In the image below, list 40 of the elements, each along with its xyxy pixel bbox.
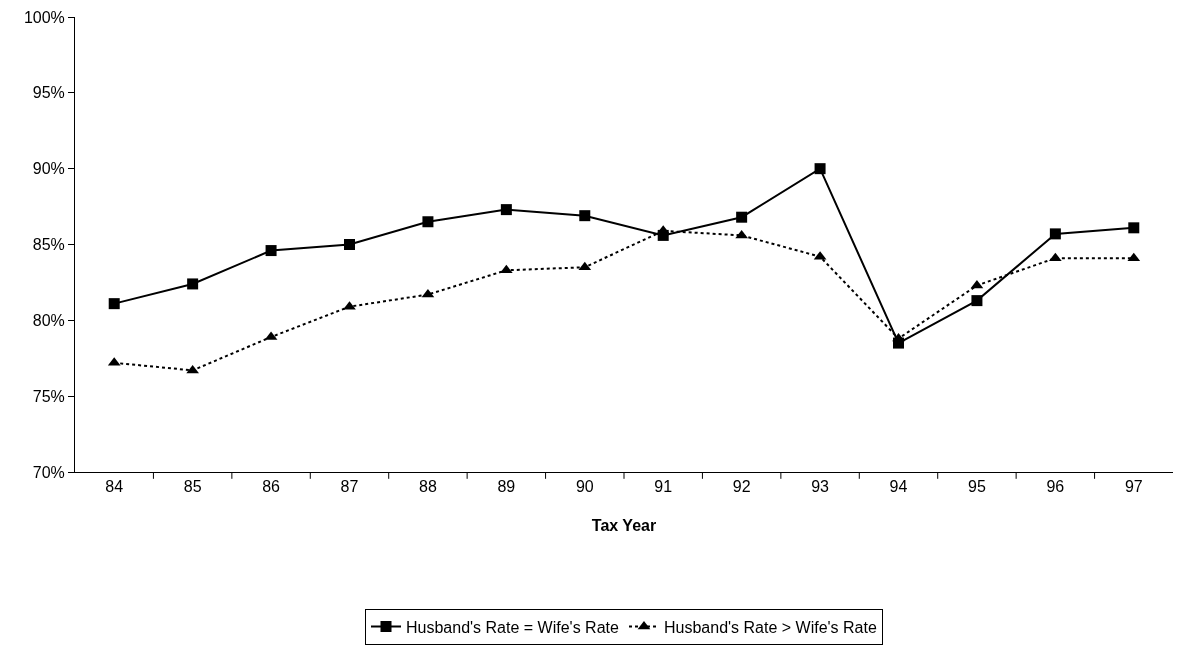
y-tick-label: 85% xyxy=(32,236,65,254)
y-tick-label: 90% xyxy=(32,160,65,178)
point xyxy=(186,364,199,374)
x-tick-label: 86 xyxy=(262,478,281,496)
point xyxy=(735,229,748,239)
y-tick-label: 75% xyxy=(32,387,65,405)
point xyxy=(579,210,591,222)
x-tick-label: 92 xyxy=(732,478,751,496)
point xyxy=(736,211,748,223)
x-tick-label: 88 xyxy=(419,478,437,496)
legend-label: Husband's Rate > Wife's Rate xyxy=(663,618,877,636)
x-tick-label: 97 xyxy=(1124,478,1143,496)
x-tick-label: 85 xyxy=(183,478,202,496)
point xyxy=(422,216,434,228)
x-tick-label: 93 xyxy=(811,478,830,496)
x-tick-label: 94 xyxy=(889,478,908,496)
y-tick-label: 95% xyxy=(32,84,65,102)
x-tick-label: 90 xyxy=(575,478,594,496)
point xyxy=(1128,222,1140,234)
point xyxy=(971,295,983,307)
x-tick-label: 91 xyxy=(654,478,673,496)
point xyxy=(344,239,355,250)
x-axis-title: Tax Year xyxy=(591,516,657,534)
y-tick-label: 70% xyxy=(32,463,65,481)
point xyxy=(970,279,984,289)
y-tick-label: 80% xyxy=(32,311,65,329)
x-tick-label: 87 xyxy=(340,478,359,496)
point xyxy=(814,163,826,175)
x-tick-label: 95 xyxy=(968,478,986,496)
y-tick-label: 100% xyxy=(23,8,65,26)
point xyxy=(265,245,277,257)
legend-label: Husband's Rate = Wife's Rate xyxy=(406,618,619,636)
x-tick-label: 96 xyxy=(1046,478,1065,496)
point xyxy=(500,204,512,216)
point xyxy=(187,278,199,290)
x-tick-label: 84 xyxy=(105,478,124,496)
point xyxy=(108,298,120,310)
point xyxy=(500,264,513,274)
x-tick-label: 89 xyxy=(497,478,516,496)
point xyxy=(1049,228,1061,240)
